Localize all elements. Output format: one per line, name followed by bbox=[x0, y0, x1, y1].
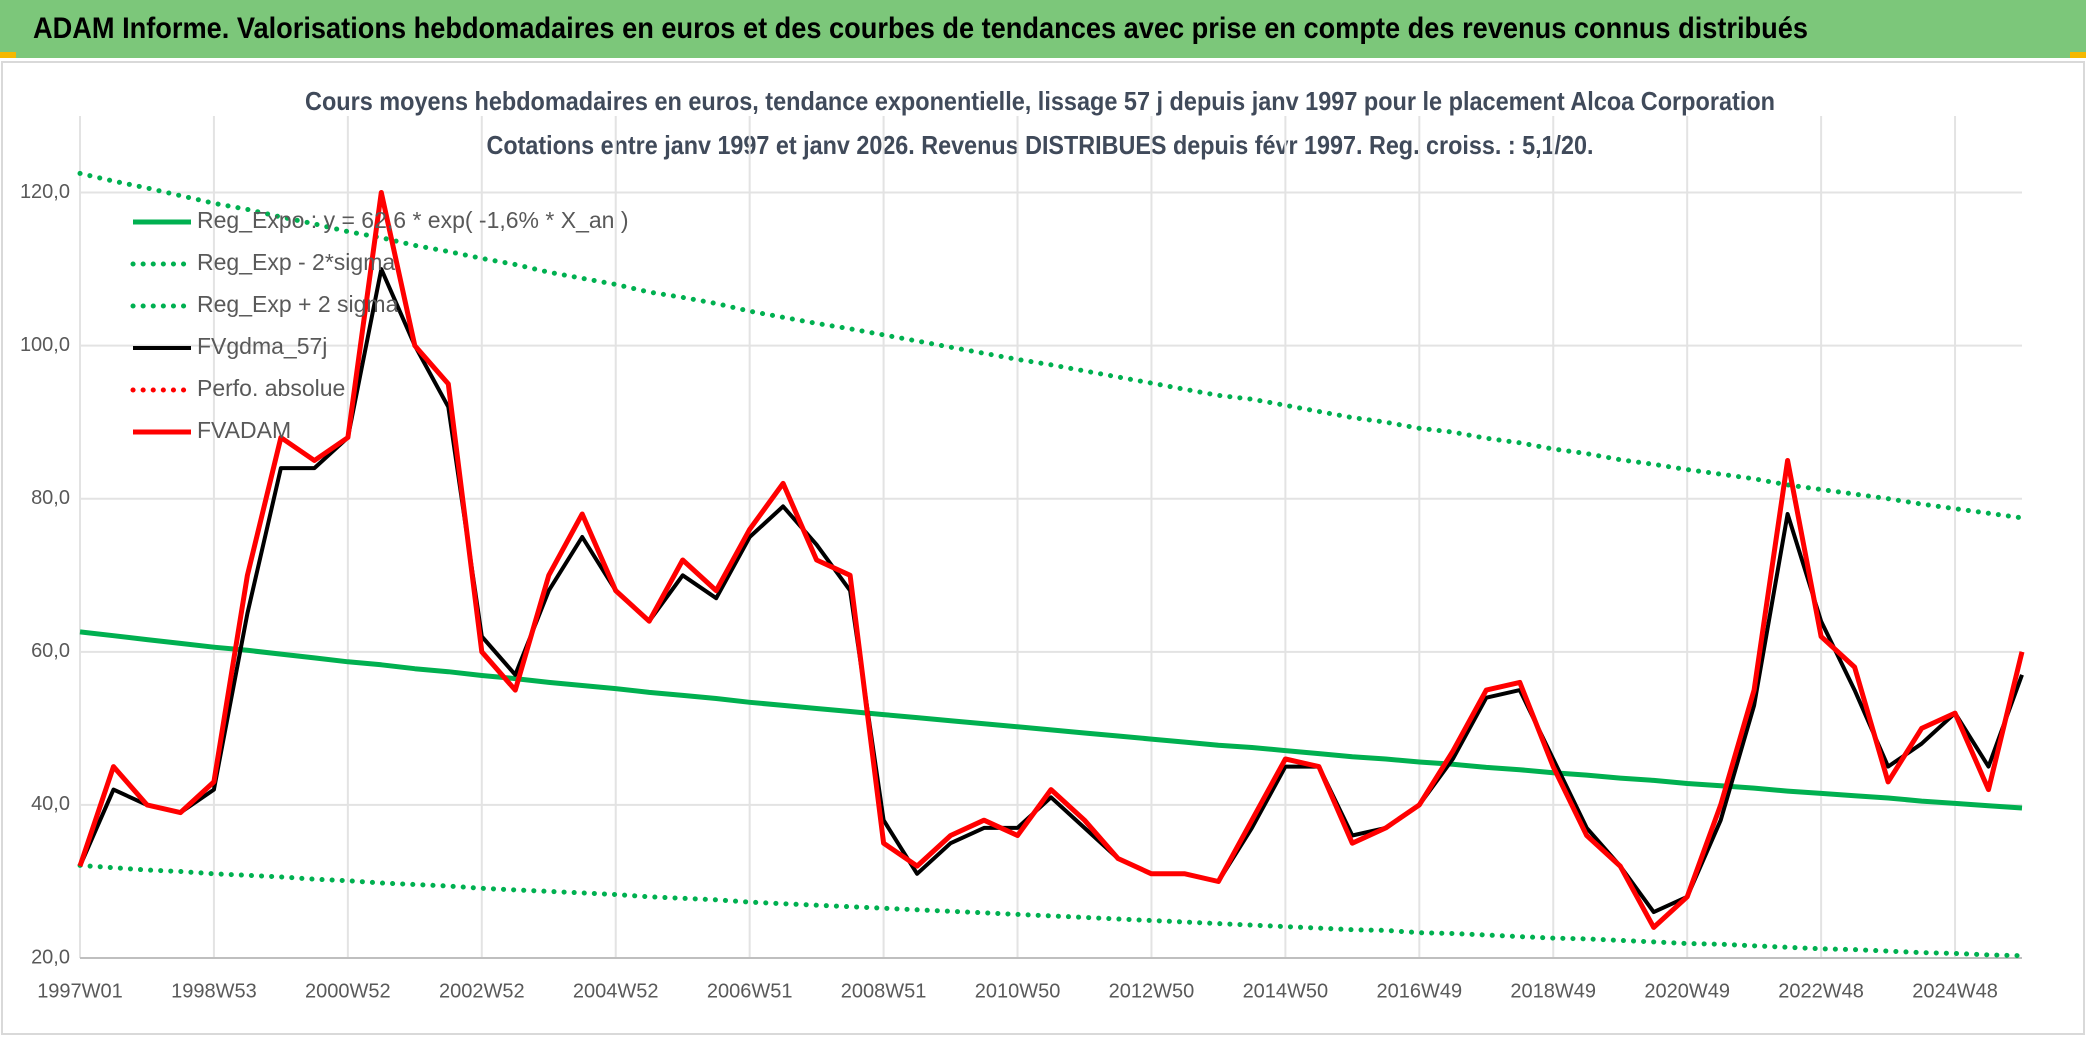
y-tick-label: 20,0 bbox=[31, 946, 70, 968]
series-line bbox=[77, 190, 2025, 930]
plot-lines bbox=[77, 170, 2025, 959]
legend-label: Perfo. absolue bbox=[197, 375, 345, 401]
x-tick-label: 1997W01 bbox=[37, 980, 123, 1002]
chart-subtitle: Cotations entre janv 1997 et janv 2026. … bbox=[487, 130, 1594, 160]
x-tick-label: 2018W49 bbox=[1510, 980, 1596, 1002]
x-tick-label: 2002W52 bbox=[439, 980, 525, 1002]
header-bar bbox=[0, 0, 2086, 58]
x-tick-label: 2012W50 bbox=[1109, 980, 1195, 1002]
legend-label: Reg_Exp + 2 sigma bbox=[197, 291, 399, 317]
x-tick-label: 2006W51 bbox=[707, 980, 793, 1002]
legend-label: Reg_Expo : y = 62,6 * exp( -1,6% * X_an … bbox=[197, 207, 629, 233]
x-tick-label: 2008W51 bbox=[841, 980, 927, 1002]
x-tick-label: 1998W53 bbox=[171, 980, 257, 1002]
y-tick-label: 120,0 bbox=[20, 181, 70, 203]
corner-mark bbox=[0, 52, 16, 58]
chart-title: Cours moyens hebdomadaires en euros, ten… bbox=[305, 86, 1775, 116]
x-tick-label: 2016W49 bbox=[1376, 980, 1462, 1002]
grid: 20,0 40,0 60,0 80,0 100,0 120,0 1997W01 1998W53… bbox=[20, 116, 2022, 1002]
x-tick-label: 2000W52 bbox=[305, 980, 391, 1002]
y-tick-label: 100,0 bbox=[20, 334, 70, 356]
chart-frame bbox=[1, 61, 2085, 1035]
x-tick-label: 2022W48 bbox=[1778, 980, 1864, 1002]
x-tick-label: 2020W49 bbox=[1644, 980, 1730, 1002]
x-tick-label: 2014W50 bbox=[1243, 980, 1329, 1002]
x-tick-label: 2010W50 bbox=[975, 980, 1061, 1002]
x-tick-label: 2024W48 bbox=[1912, 980, 1998, 1002]
series-line bbox=[77, 862, 2025, 959]
legend-label: FVgdma_57j bbox=[197, 333, 327, 359]
page-title: ADAM Informe. Valorisations hebdomadaire… bbox=[33, 12, 1808, 45]
legend: Reg_Expo : y = 62,6 * exp( -1,6% * X_an … bbox=[130, 207, 629, 443]
y-tick-label: 40,0 bbox=[31, 793, 70, 815]
y-tick-label: 60,0 bbox=[31, 640, 70, 662]
y-tick-label: 80,0 bbox=[31, 487, 70, 509]
x-tick-label: 2004W52 bbox=[573, 980, 659, 1002]
legend-label: Reg_Exp - 2*sigma bbox=[197, 249, 395, 275]
series-line bbox=[77, 170, 2025, 521]
legend-label: FVADAM bbox=[197, 417, 291, 443]
series-line bbox=[79, 629, 2023, 811]
corner-mark bbox=[2070, 52, 2086, 58]
